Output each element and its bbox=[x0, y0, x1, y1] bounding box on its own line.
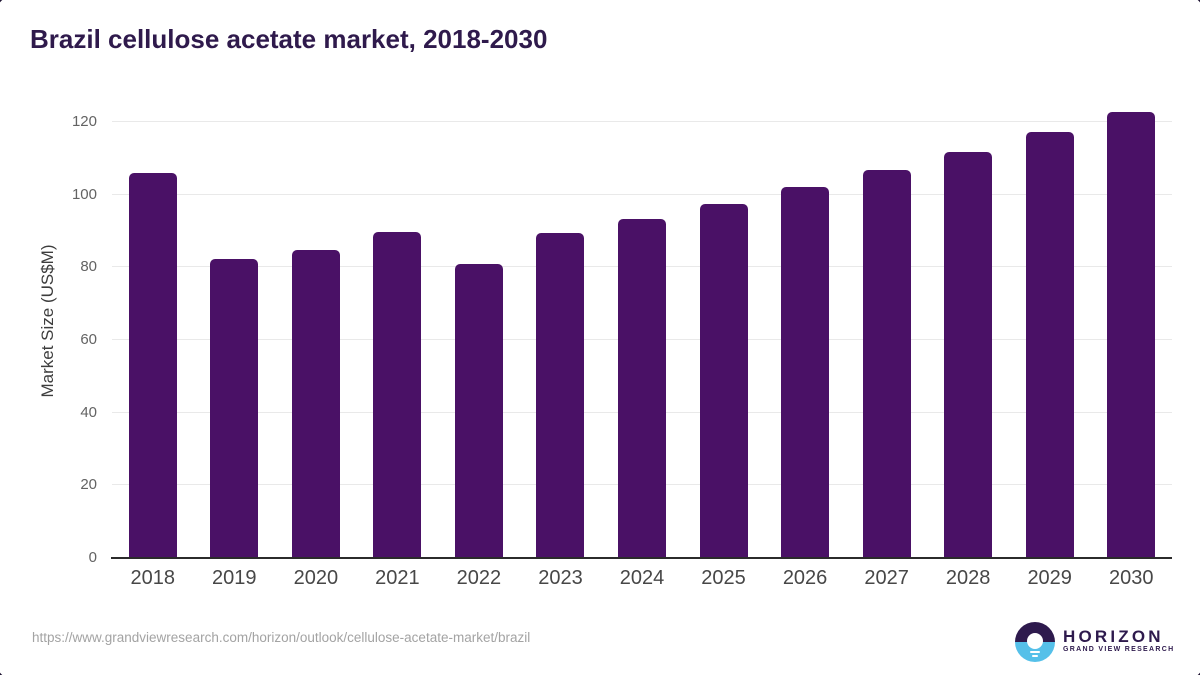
x-tick-label-2021: 2021 bbox=[375, 567, 420, 589]
gridline-120 bbox=[112, 121, 1172, 123]
bar-chart-plot-area bbox=[112, 104, 1172, 558]
x-tick-label-2022: 2022 bbox=[456, 567, 502, 589]
reflection-dash bbox=[1030, 650, 1040, 653]
x-tick-label-2027: 2027 bbox=[864, 567, 909, 589]
horizon-sunrise-icon bbox=[1015, 622, 1055, 662]
y-tick-label-100: 100 bbox=[71, 185, 97, 203]
chart-title: Brazil cellulose acetate market, 2018-20… bbox=[30, 24, 548, 54]
bar-2028[interactable] bbox=[944, 151, 993, 558]
reflection-dash bbox=[1032, 654, 1038, 657]
y-tick-label-0: 0 bbox=[88, 549, 97, 566]
bar-2022[interactable] bbox=[454, 264, 503, 558]
y-tick-label-120: 120 bbox=[71, 113, 97, 131]
x-axis-line bbox=[111, 557, 1172, 559]
bar-2029[interactable] bbox=[1025, 131, 1074, 558]
gridline-100 bbox=[112, 193, 1172, 195]
y-tick-label-60: 60 bbox=[80, 331, 97, 349]
x-tick-label-2020: 2020 bbox=[293, 567, 339, 589]
horizon-logo: HORIZON GRAND VIEW RESEARCH bbox=[1015, 622, 1180, 667]
logo-name: HORIZON bbox=[1063, 627, 1164, 646]
x-tick-label-2028: 2028 bbox=[945, 567, 991, 589]
bar-2021[interactable] bbox=[373, 231, 422, 558]
y-tick-label-20: 20 bbox=[80, 476, 97, 494]
bar-2024[interactable] bbox=[618, 219, 666, 558]
bar-2026[interactable] bbox=[781, 187, 830, 558]
sun-circle bbox=[1027, 633, 1043, 649]
y-tick-label-80: 80 bbox=[80, 258, 97, 276]
bar-2025[interactable] bbox=[699, 204, 748, 558]
y-axis-title: Market Size (US$M) bbox=[38, 244, 57, 398]
bar-2030[interactable] bbox=[1107, 112, 1156, 558]
y-tick-label-40: 40 bbox=[80, 403, 97, 421]
source-url: https://www.grandviewresearch.com/horizo… bbox=[32, 630, 531, 645]
x-tick-label-2018: 2018 bbox=[130, 567, 176, 589]
x-tick-label-2029: 2029 bbox=[1027, 567, 1072, 589]
bar-2023[interactable] bbox=[536, 233, 585, 558]
bar-2018[interactable] bbox=[128, 173, 177, 558]
x-tick-label-2019: 2019 bbox=[212, 567, 257, 589]
x-tick-label-2026: 2026 bbox=[782, 567, 828, 589]
x-tick-label-2024: 2024 bbox=[619, 567, 665, 589]
bar-2019[interactable] bbox=[210, 259, 259, 558]
x-tick-label-2023: 2023 bbox=[538, 567, 583, 589]
bar-2020[interactable] bbox=[291, 250, 340, 558]
x-tick-label-2025: 2025 bbox=[701, 567, 746, 589]
bar-2027[interactable] bbox=[862, 169, 911, 558]
logo-subtitle: GRAND VIEW RESEARCH bbox=[1063, 646, 1175, 653]
x-tick-label-2030: 2030 bbox=[1108, 567, 1154, 589]
